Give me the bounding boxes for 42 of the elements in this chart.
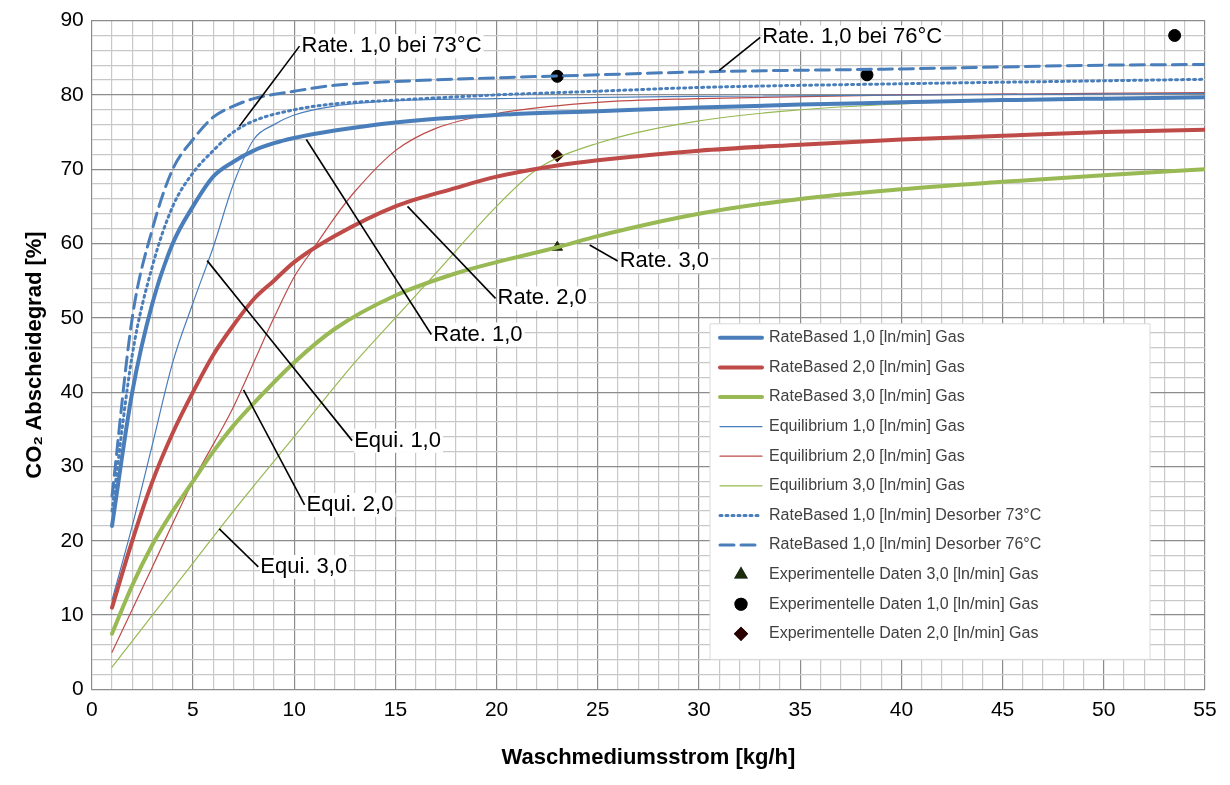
legend-label: Experimentelle Daten 2,0 [ln/min] Gas <box>769 624 1039 642</box>
x-axis-title: Waschmediumsstrom [kg/h] <box>501 743 796 769</box>
legend-label: Equilibrium 3,0 [ln/min] Gas <box>769 476 965 494</box>
legend-label: RateBased 1,0 [ln/min] Desorber 73°C <box>769 505 1042 523</box>
x-tick-label: 50 <box>1092 696 1116 720</box>
x-tick-label: 5 <box>187 696 199 720</box>
x-tick-label: 20 <box>484 696 509 720</box>
y-tick-label: 90 <box>60 7 84 31</box>
x-tick-label: 10 <box>282 696 306 720</box>
x-tick-label: 45 <box>990 696 1015 720</box>
annotation: Equi. 1,0 <box>354 426 441 452</box>
legend-label: RateBased 3,0 [ln/min] Gas <box>769 387 965 405</box>
annotation: Rate. 3,0 <box>619 247 709 273</box>
legend-label: RateBased 1,0 [ln/min] Desorber 76°C <box>769 535 1042 553</box>
annotation: Equi. 3,0 <box>260 552 348 578</box>
y-tick-label: 10 <box>60 601 84 625</box>
legend-label: Experimentelle Daten 1,0 [ln/min] Gas <box>769 594 1039 612</box>
y-tick-label: 60 <box>60 230 84 254</box>
x-tick-label: 40 <box>889 696 914 720</box>
x-tick-label: 35 <box>788 696 812 720</box>
legend-label: RateBased 2,0 [ln/min] Gas <box>769 357 965 375</box>
y-axis-title: CO₂ Abscheidegrad [%] <box>21 231 47 479</box>
y-tick-label: 30 <box>60 453 84 477</box>
y-tick-label: 0 <box>72 676 84 700</box>
y-tick-label: 70 <box>60 156 84 180</box>
x-tick-label: 15 <box>383 696 408 720</box>
x-tick-label: 25 <box>586 696 610 720</box>
legend-label: Experimentelle Daten 3,0 [ln/min] Gas <box>769 565 1039 583</box>
annotation: Rate. 1,0 <box>433 320 523 346</box>
y-tick-label: 20 <box>60 527 84 551</box>
y-tick-label: 80 <box>60 81 84 105</box>
legend-label: Equilibrium 2,0 [ln/min] Gas <box>769 446 965 464</box>
annotation: Rate. 2,0 <box>497 284 587 310</box>
annotation: Rate. 1,0 bei 73°C <box>301 32 482 58</box>
legend-label: RateBased 1,0 [ln/min] Gas <box>769 328 965 346</box>
y-tick-label: 50 <box>60 304 84 328</box>
x-tick-label: 55 <box>1193 696 1217 720</box>
x-tick-label: 30 <box>687 696 711 720</box>
annotation: Equi. 2,0 <box>306 490 394 516</box>
legend-label: Equilibrium 1,0 [ln/min] Gas <box>769 417 965 435</box>
y-tick-label: 40 <box>60 378 84 402</box>
annotation: Rate. 1,0 bei 76°C <box>762 23 943 49</box>
